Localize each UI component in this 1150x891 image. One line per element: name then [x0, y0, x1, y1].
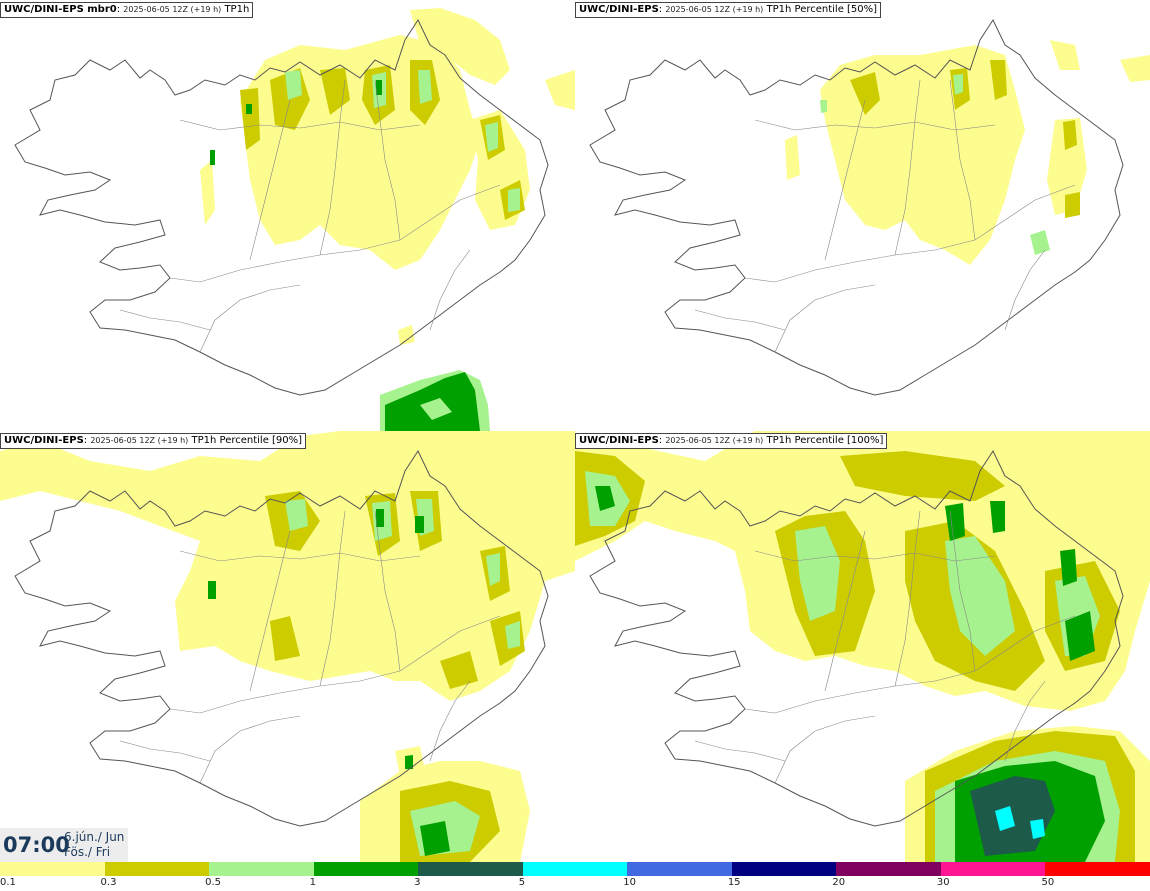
precip-map [575, 431, 1150, 862]
map-panel-p90: UWC/DINI-EPS: 2025-06-05 12Z (+19 h) TP1… [0, 431, 575, 862]
colorbar-tick-label: 3 [414, 877, 421, 888]
colorbar-tick-label: 20 [832, 877, 846, 888]
colorbar-swatch [209, 862, 314, 876]
precip-map [0, 431, 575, 862]
valid-date: 6.jún./ Jun [64, 830, 125, 844]
colorbar-tick-label: 10 [623, 877, 636, 888]
field-name: TP1h Percentile [100%] [766, 435, 884, 446]
precip-field [785, 40, 1150, 265]
colorbar-swatch [940, 862, 1046, 876]
run-time: 2025-06-05 12Z (+19 h) [123, 5, 222, 14]
run-time: 2025-06-05 12Z (+19 h) [665, 436, 764, 445]
colorbar-ticks: 0.1 0.3 0.5 1 3 5 10 15 20 30 50 [0, 877, 1150, 891]
precip-field [0, 431, 575, 862]
panel-title: UWC/DINI-EPS: 2025-06-05 12Z (+19 h) TP1… [0, 433, 307, 449]
precip-map [589, 19, 1150, 396]
colorbar-tick-label: 0.3 [100, 877, 117, 888]
colorbar-swatch [731, 862, 837, 876]
colorbar-tick-label: 50 [1041, 877, 1055, 888]
colorbar-swatches [0, 862, 1150, 876]
model-name: UWC/DINI-EPS [4, 435, 84, 446]
colorbar-tick-label: 1 [309, 877, 316, 888]
colorbar-swatch [836, 862, 941, 876]
field-name: TP1h Percentile [50%] [766, 4, 878, 15]
colorbar-swatch [104, 862, 210, 876]
map-panel-mbr0: UWC/DINI-EPS mbr0: 2025-06-05 12Z (+19 h… [0, 0, 575, 431]
field-name: TP1h Percentile [90%] [191, 435, 303, 446]
panel-title: UWC/DINI-EPS: 2025-06-05 12Z (+19 h) TP1… [575, 2, 882, 18]
colorbar-swatch [0, 862, 105, 876]
field-name: TP1h [224, 4, 250, 15]
map-panel-p100: UWC/DINI-EPS: 2025-06-05 12Z (+19 h) TP1… [575, 431, 1150, 862]
run-time: 2025-06-05 12Z (+19 h) [665, 5, 764, 14]
colorbar-swatch [313, 862, 419, 876]
valid-time-box: 07:00 6.jún./ Jun Fös./ Fri [0, 828, 128, 862]
model-name: UWC/DINI-EPS mbr0 [4, 4, 117, 15]
valid-time-clock: 07:00 [3, 833, 70, 857]
model-name: UWC/DINI-EPS [579, 435, 659, 446]
model-name: UWC/DINI-EPS [579, 4, 659, 15]
colorbar-tick-label: 0.1 [0, 877, 16, 888]
colorbar-tick-label: 30 [936, 877, 950, 888]
colorbar-tick-label: 15 [727, 877, 741, 888]
colorbar-swatch [418, 862, 523, 876]
colorbar-swatch [627, 862, 732, 876]
valid-weekday: Fös./ Fri [64, 845, 111, 859]
colorbar-tick-label: 5 [518, 877, 526, 888]
map-panel-p50: UWC/DINI-EPS: 2025-06-05 12Z (+19 h) TP1… [575, 0, 1150, 431]
precip-field [200, 8, 575, 431]
colorbar-tick-label: 0.5 [205, 877, 221, 888]
panel-title: UWC/DINI-EPS mbr0: 2025-06-05 12Z (+19 h… [0, 2, 254, 18]
precip-map [14, 8, 575, 431]
panel-title: UWC/DINI-EPS: 2025-06-05 12Z (+19 h) TP1… [575, 433, 888, 449]
colorbar-swatch [522, 862, 628, 876]
run-time: 2025-06-05 12Z (+19 h) [90, 436, 189, 445]
colorbar-swatch [1045, 862, 1150, 876]
precip-colorbar: 0.1 0.3 0.5 1 3 5 10 15 20 30 50 [0, 862, 1150, 891]
precip-field [575, 431, 1150, 862]
